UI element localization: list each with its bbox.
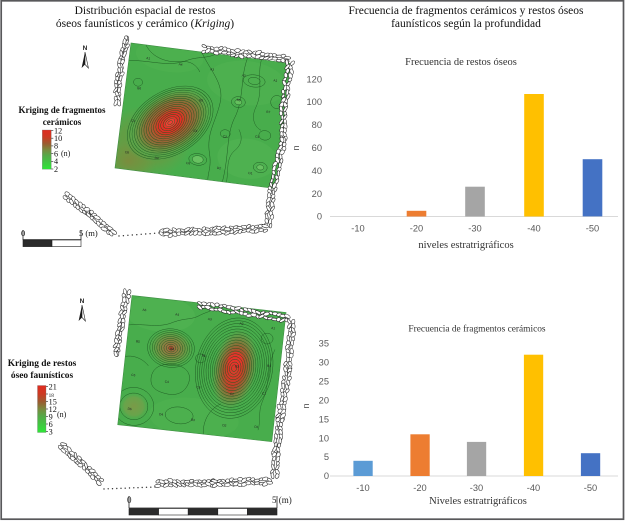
svg-text:A3: A3 (208, 317, 213, 321)
svg-text:-20: -20 (413, 483, 426, 493)
svg-text:faunísticos según la profundid: faunísticos según la profundidad (391, 18, 541, 30)
svg-text:20: 20 (319, 395, 329, 405)
svg-text:21: 21 (49, 383, 57, 392)
svg-text:B5: B5 (199, 98, 204, 102)
svg-text:5 (m): 5 (m) (79, 228, 98, 238)
svg-text:Kriging de fragmentos: Kriging de fragmentos (19, 105, 106, 115)
svg-text:2: 2 (54, 165, 58, 174)
svg-text:A3: A3 (210, 67, 215, 71)
svg-text:D5: D5 (125, 150, 130, 155)
svg-text:Niveles estratrigráficos: Niveles estratrigráficos (429, 496, 527, 507)
svg-text:niveles estratrigráficos: niveles estratrigráficos (418, 240, 513, 251)
svg-text:12: 12 (49, 405, 57, 414)
svg-text:10: 10 (54, 134, 62, 143)
svg-text:C1: C1 (262, 391, 267, 395)
svg-text:C4: C4 (165, 380, 170, 384)
svg-text:C5: C5 (131, 373, 136, 377)
svg-text:n: n (301, 403, 311, 408)
svg-text:n: n (291, 145, 301, 150)
svg-text:óseo faunísticos: óseo faunísticos (11, 371, 74, 381)
svg-text:9: 9 (49, 413, 53, 422)
svg-text:6: 6 (49, 420, 53, 429)
svg-text:5 (m): 5 (m) (272, 495, 292, 505)
svg-text:-10: -10 (356, 483, 369, 493)
svg-text:(n): (n) (57, 410, 67, 419)
svg-text:D6: D6 (127, 407, 132, 411)
svg-text:B7: B7 (266, 110, 271, 114)
svg-text:0: 0 (317, 212, 322, 222)
svg-text:D3: D3 (191, 418, 196, 422)
svg-text:B6: B6 (137, 86, 142, 90)
svg-text:-40: -40 (527, 224, 540, 234)
svg-text:80: 80 (312, 120, 322, 130)
svg-text:D1: D1 (254, 425, 259, 429)
svg-text:Frecuencia de fragmentos cerám: Frecuencia de fragmentos cerámicos y res… (348, 5, 584, 17)
svg-text:25: 25 (319, 376, 329, 386)
svg-text:A1: A1 (146, 56, 151, 60)
svg-text:D2: D2 (217, 166, 222, 171)
svg-text:5: 5 (324, 452, 329, 462)
svg-text:B4: B4 (170, 347, 175, 351)
svg-text:15: 15 (49, 398, 57, 407)
svg-text:B3: B3 (235, 364, 240, 368)
svg-text:C2: C2 (223, 134, 228, 139)
svg-text:-10: -10 (351, 224, 364, 234)
svg-text:120: 120 (306, 74, 322, 84)
svg-text:Distribución espacial de resto: Distribución espacial de restos (75, 5, 216, 17)
svg-text:C2: C2 (230, 392, 235, 396)
svg-text:15: 15 (319, 414, 329, 424)
svg-text:100: 100 (306, 97, 322, 107)
svg-text:D3: D3 (186, 161, 191, 166)
svg-text:N: N (83, 45, 88, 52)
svg-text:C1: C1 (131, 119, 136, 124)
svg-text:-20: -20 (410, 224, 423, 234)
svg-text:N: N (80, 298, 85, 305)
svg-text:(n): (n) (61, 149, 71, 158)
svg-text:C4: C4 (193, 129, 198, 134)
svg-text:Kriging de restos: Kriging de restos (8, 359, 77, 369)
svg-text:A2: A2 (242, 73, 247, 77)
svg-text:-50: -50 (586, 224, 599, 234)
svg-text:A4: A4 (178, 62, 183, 66)
svg-text:40: 40 (312, 166, 322, 176)
svg-text:A2: A2 (239, 321, 244, 325)
svg-text:-30: -30 (468, 224, 481, 234)
svg-text:D4: D4 (154, 156, 159, 161)
svg-text:35: 35 (319, 339, 329, 349)
svg-text:B1: B1 (267, 364, 272, 368)
svg-text:4: 4 (54, 157, 58, 166)
svg-text:D1: D1 (248, 171, 253, 176)
svg-text:20: 20 (312, 189, 322, 199)
svg-text:A6: A6 (142, 308, 147, 312)
svg-text:30: 30 (319, 357, 329, 367)
svg-text:óseos faunísticos y cerámico (: óseos faunísticos y cerámico (Kriging) (56, 18, 234, 30)
svg-text:6: 6 (54, 149, 58, 158)
svg-text:cerámicos: cerámicos (43, 117, 82, 127)
svg-text:3: 3 (49, 428, 53, 437)
svg-text:B6: B6 (236, 98, 241, 102)
svg-text:C3: C3 (196, 385, 201, 389)
svg-text:Frecuencia de restos óseos: Frecuencia de restos óseos (405, 57, 517, 68)
svg-text:A1: A1 (273, 78, 278, 82)
svg-text:B6: B6 (202, 354, 207, 358)
svg-text:8: 8 (54, 142, 58, 151)
svg-text:Frecuencia de fragmentos cerám: Frecuencia de fragmentos cerámicos (408, 324, 546, 335)
svg-text:60: 60 (312, 143, 322, 153)
svg-text:A4: A4 (175, 312, 180, 316)
svg-text:A1: A1 (271, 326, 276, 330)
svg-text:-40: -40 (527, 483, 540, 493)
svg-text:C3: C3 (255, 135, 260, 140)
svg-text:-30: -30 (470, 483, 483, 493)
svg-text:0: 0 (324, 471, 329, 481)
svg-text:0: 0 (127, 495, 132, 505)
svg-text:D4: D4 (159, 412, 164, 416)
svg-text:B5: B5 (136, 339, 141, 343)
svg-text:18: 18 (49, 393, 55, 399)
svg-text:-50: -50 (584, 483, 597, 493)
svg-text:D2: D2 (222, 423, 227, 427)
svg-text:12: 12 (54, 126, 62, 135)
svg-text:10: 10 (319, 433, 329, 443)
